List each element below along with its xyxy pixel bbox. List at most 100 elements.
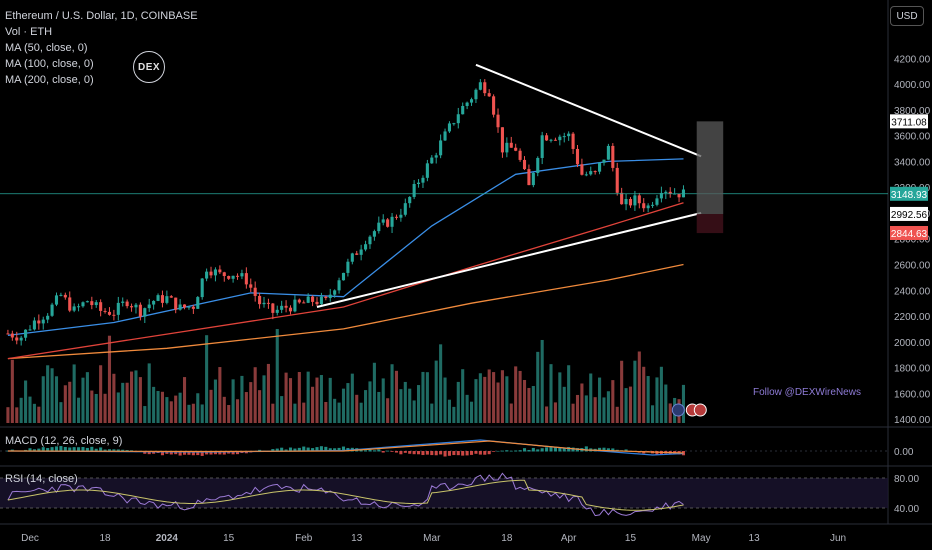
price-label: 3148.93 bbox=[891, 190, 928, 201]
macd-histogram-bar bbox=[280, 447, 284, 452]
target-zone-box bbox=[696, 121, 724, 215]
candle-body bbox=[112, 314, 116, 316]
ma200-legend: MA (200, close, 0) bbox=[5, 74, 94, 86]
volume-bar bbox=[359, 402, 363, 423]
macd-histogram-bar bbox=[333, 448, 337, 452]
ma100-legend: MA (100, close, 0) bbox=[5, 58, 94, 70]
trendline bbox=[316, 211, 702, 309]
macd-histogram-bar bbox=[258, 449, 262, 452]
volume-bar bbox=[125, 382, 129, 423]
volume-bar bbox=[505, 376, 509, 423]
candle-body bbox=[72, 306, 76, 311]
candle-body bbox=[178, 304, 182, 310]
volume-bar bbox=[642, 366, 646, 423]
macd-histogram-bar bbox=[152, 451, 156, 454]
macd-histogram-bar bbox=[522, 448, 527, 452]
volume-bar bbox=[496, 382, 500, 423]
macd-histogram-bar bbox=[59, 446, 63, 452]
macd-histogram-bar bbox=[611, 448, 615, 452]
candle-body bbox=[297, 299, 301, 303]
volume-bar bbox=[54, 376, 59, 423]
candle-body bbox=[443, 131, 447, 141]
candle-body bbox=[134, 304, 138, 308]
candle-body bbox=[24, 329, 28, 338]
y-tick-label: 1800.00 bbox=[894, 364, 931, 375]
x-tick-label: 13 bbox=[351, 533, 363, 544]
macd-histogram-bar bbox=[425, 451, 429, 455]
candle-body bbox=[434, 155, 438, 158]
volume-bar bbox=[628, 386, 633, 423]
candle-body bbox=[125, 301, 129, 307]
macd-histogram-bar bbox=[81, 446, 85, 452]
candle-body bbox=[99, 302, 103, 311]
volume-bar bbox=[651, 405, 655, 423]
macd-histogram-bar bbox=[456, 451, 460, 456]
volume-bar bbox=[514, 366, 518, 423]
volume-bar bbox=[483, 376, 487, 423]
volume-bar bbox=[399, 389, 403, 423]
currency-button[interactable]: USD bbox=[890, 6, 924, 26]
macd-histogram-bar bbox=[496, 450, 500, 452]
volume-bar bbox=[589, 373, 593, 423]
candle-body bbox=[593, 171, 597, 173]
candle-body bbox=[10, 333, 14, 338]
candle-body bbox=[280, 305, 284, 310]
macd-histogram-bar bbox=[469, 451, 474, 455]
candle-body bbox=[213, 269, 217, 276]
price-label-bg bbox=[890, 225, 928, 240]
candle-body bbox=[394, 216, 399, 218]
candle-body bbox=[522, 159, 527, 170]
candle-body bbox=[364, 244, 368, 250]
volume-bar bbox=[646, 376, 650, 423]
candle-body bbox=[602, 159, 606, 163]
volume-bar bbox=[160, 391, 165, 423]
x-tick-label: 2024 bbox=[156, 533, 179, 544]
volume-bar bbox=[553, 402, 557, 423]
candle-body bbox=[160, 295, 165, 303]
volume-bar bbox=[266, 363, 270, 423]
macd-histogram-bar bbox=[32, 449, 36, 452]
macd-histogram-bar bbox=[169, 451, 173, 455]
macd-histogram-bar bbox=[68, 447, 72, 452]
price-label-bg bbox=[890, 186, 928, 201]
candle-body bbox=[258, 295, 262, 305]
macd-histogram-bar bbox=[121, 449, 125, 452]
rsi-band bbox=[0, 478, 888, 508]
y-tick-label: 2400.00 bbox=[894, 286, 931, 297]
volume-bar bbox=[434, 360, 438, 423]
candle-body bbox=[306, 296, 310, 303]
y-tick-label: 1400.00 bbox=[894, 415, 931, 426]
candle-body bbox=[275, 309, 279, 313]
volume-bar bbox=[509, 403, 513, 423]
symbol-title: Ethereum / U.S. Dollar, 1D, COINBASE bbox=[5, 10, 198, 22]
macd-histogram-bar bbox=[196, 451, 200, 456]
macd-histogram-bar bbox=[191, 451, 195, 456]
y-tick-label: 2000.00 bbox=[894, 338, 931, 349]
x-tick-label: 15 bbox=[625, 533, 637, 544]
volume-bar bbox=[130, 371, 134, 423]
macd-histogram-bar bbox=[90, 446, 94, 452]
volume-bar bbox=[465, 394, 469, 423]
candle-body bbox=[390, 216, 394, 227]
macd-histogram-bar bbox=[160, 451, 165, 456]
y-tick-label: 4000.00 bbox=[894, 80, 931, 91]
macd-histogram-bar bbox=[112, 449, 116, 452]
macd-histogram-bar bbox=[235, 451, 240, 455]
macd-histogram-bar bbox=[319, 446, 323, 452]
volume-bar bbox=[386, 398, 390, 423]
macd-histogram-bar bbox=[213, 451, 217, 455]
volume-bar bbox=[324, 401, 328, 423]
y-tick-label: 3800.00 bbox=[894, 106, 931, 117]
volume-legend: Vol · ETH bbox=[5, 26, 53, 38]
candle-body bbox=[138, 304, 142, 317]
volume-bar bbox=[381, 378, 385, 423]
macd-histogram-bar bbox=[364, 450, 368, 452]
volume-bar bbox=[522, 379, 527, 423]
volume-bar bbox=[293, 403, 297, 423]
macd-histogram-bar bbox=[434, 451, 438, 456]
volume-bar bbox=[602, 397, 606, 423]
macd-histogram-bar bbox=[478, 451, 482, 455]
candle-body bbox=[37, 320, 41, 324]
